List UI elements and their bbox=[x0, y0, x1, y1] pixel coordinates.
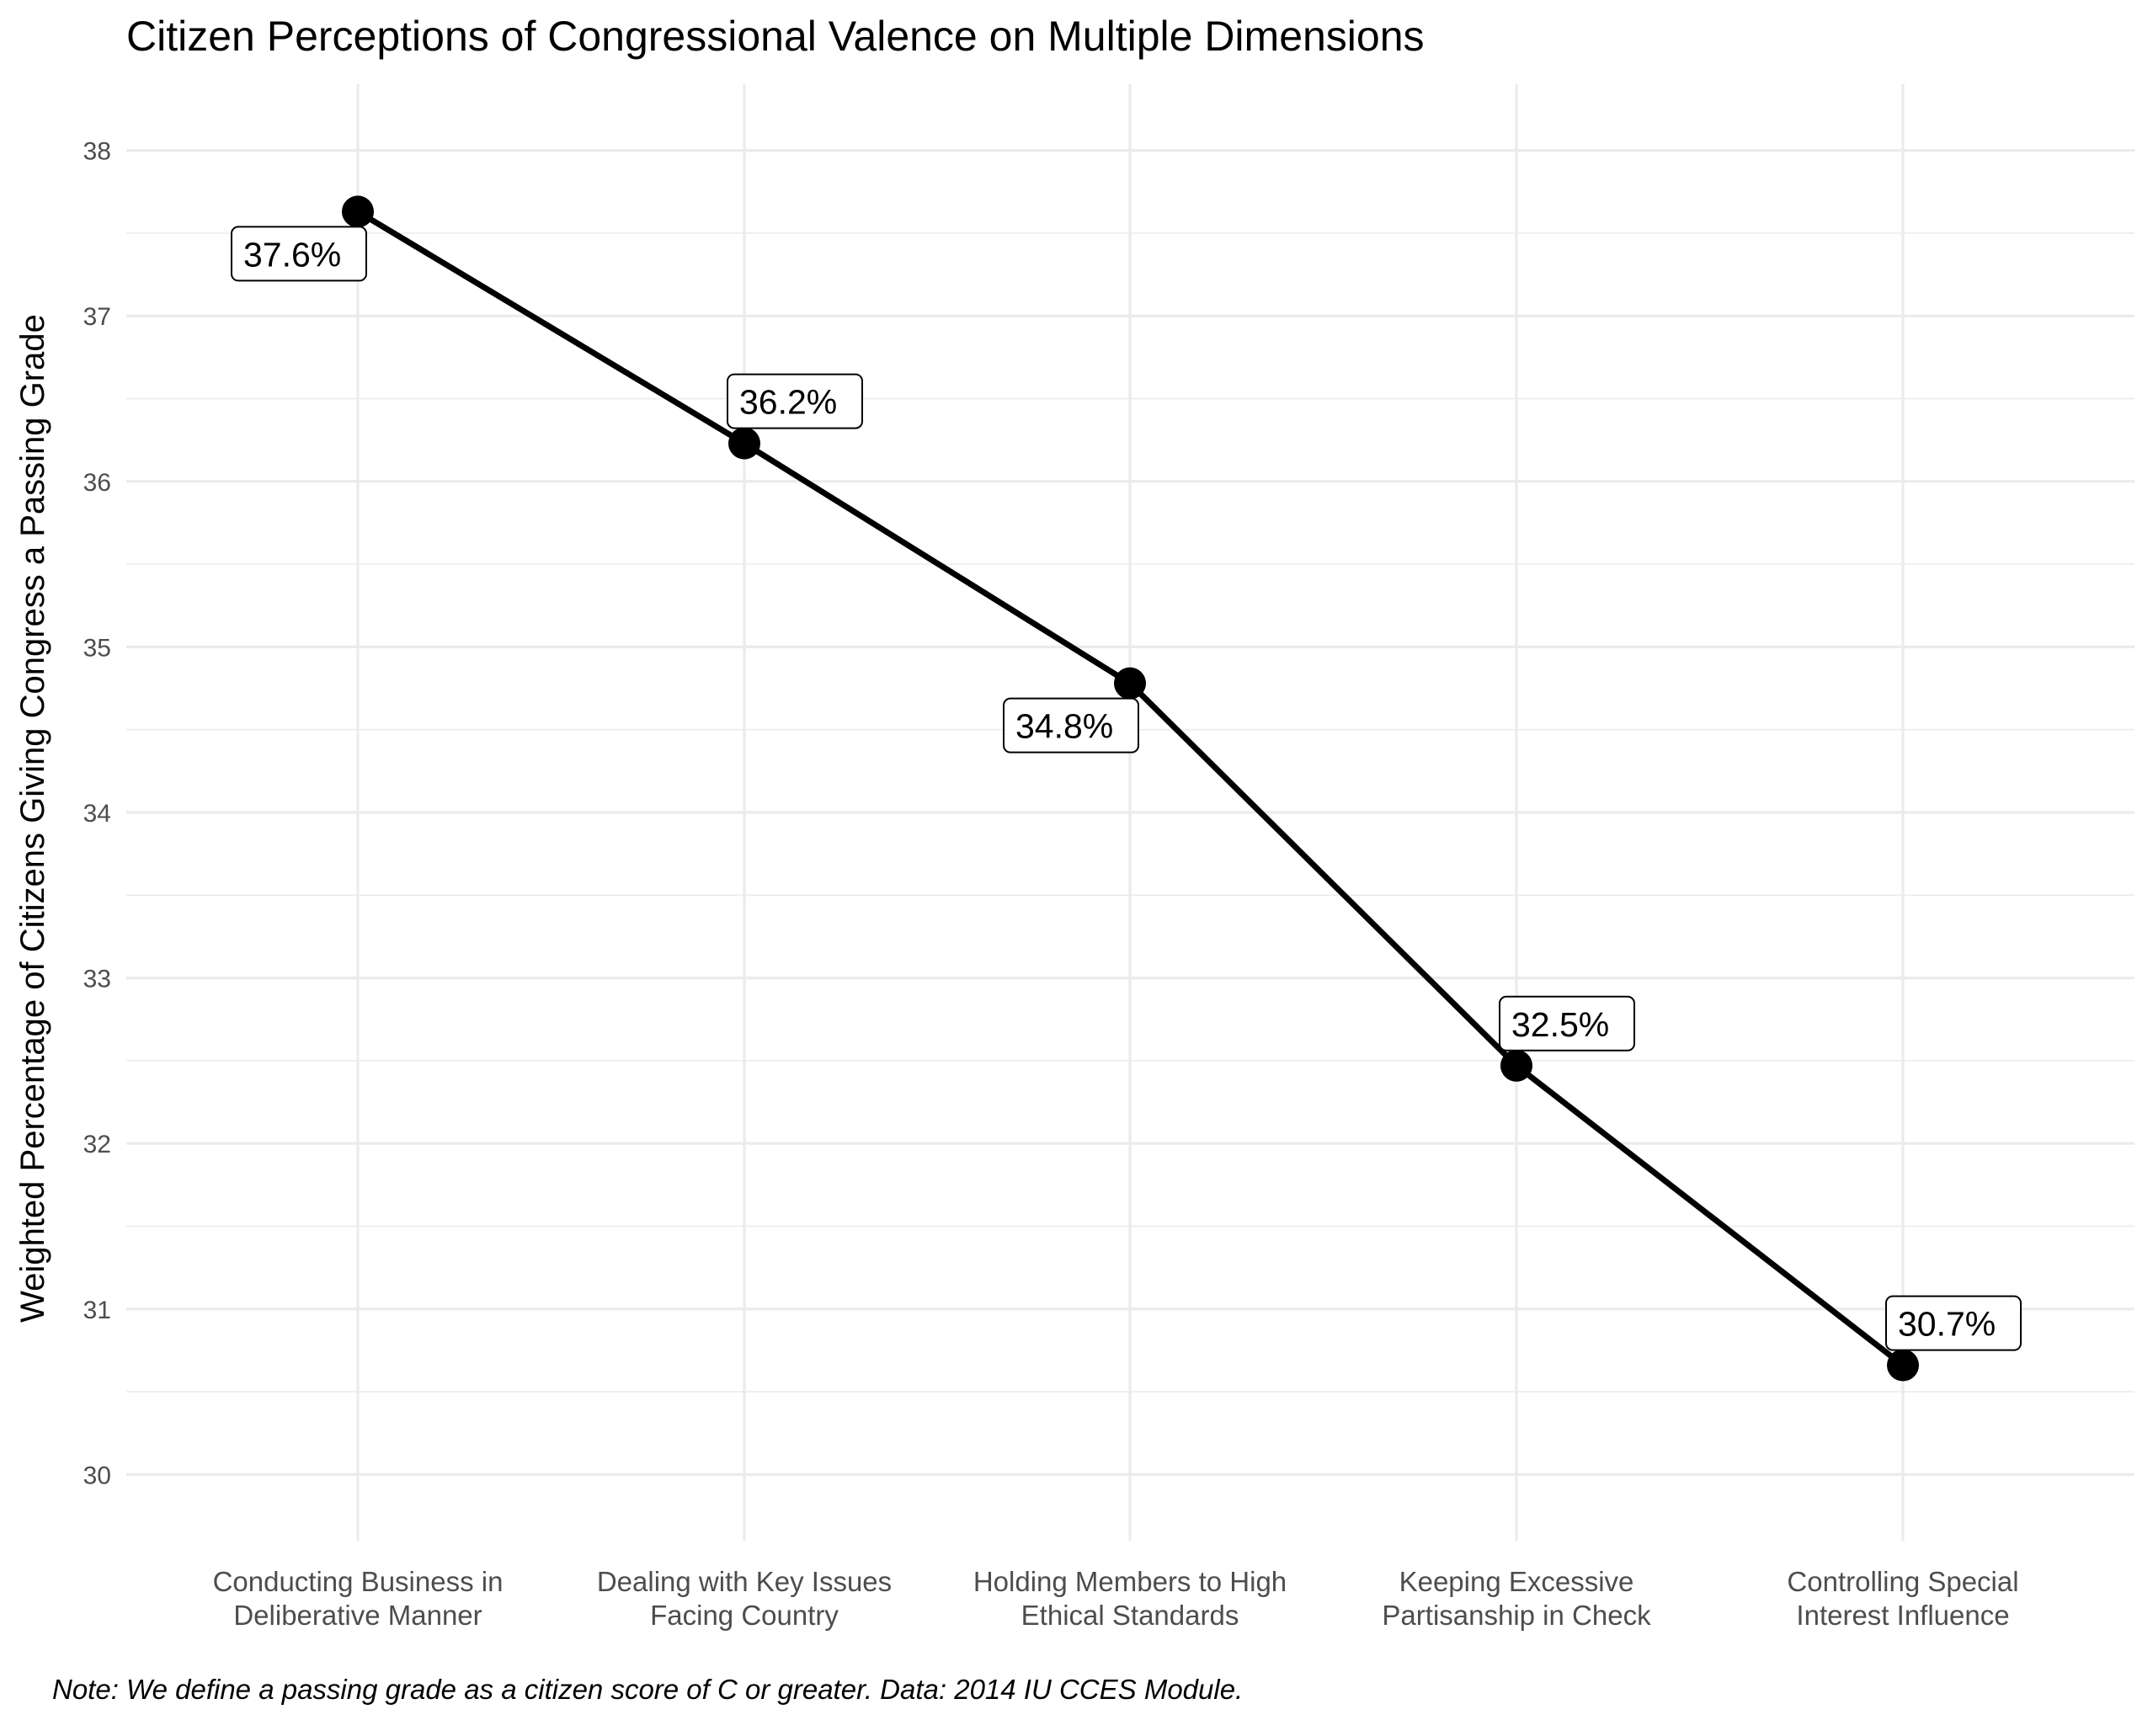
chart-note: Note: We define a passing grade as a cit… bbox=[52, 1674, 1243, 1705]
y-tick-label: 37 bbox=[83, 303, 111, 331]
series-line-group bbox=[342, 195, 1919, 1382]
data-label: 32.5% bbox=[1499, 995, 1635, 1052]
data-label-box bbox=[727, 373, 863, 429]
data-label: 37.6% bbox=[231, 226, 367, 282]
data-label-text: 37.6% bbox=[243, 235, 341, 274]
y-tick-label: 30 bbox=[83, 1462, 111, 1489]
data-label-box bbox=[231, 226, 367, 282]
y-tick-label: 35 bbox=[83, 634, 111, 662]
y-axis-ticks: 30 31 32 33 34 35 36 37 38 bbox=[83, 138, 111, 1490]
data-label-box bbox=[1003, 697, 1139, 754]
data-label-text: 34.8% bbox=[1015, 707, 1113, 746]
data-point bbox=[1887, 1349, 1919, 1382]
x-tick-label: Dealing with Key Issues Facing Country bbox=[597, 1566, 892, 1631]
data-point bbox=[1500, 1049, 1532, 1082]
x-axis-ticks: Conducting Business in Deliberative Manne… bbox=[213, 1566, 2019, 1631]
y-tick-label: 36 bbox=[83, 469, 111, 497]
x-tick-label: Controlling Special Interest Influence bbox=[1787, 1566, 2018, 1631]
data-label-text: 32.5% bbox=[1511, 1005, 1609, 1044]
x-tick-label: Holding Members to High Ethical Standards bbox=[973, 1566, 1287, 1631]
data-label-text: 36.2% bbox=[739, 383, 837, 422]
data-point bbox=[342, 195, 374, 228]
data-label-box bbox=[1885, 1295, 2022, 1351]
data-label: 34.8% bbox=[1003, 697, 1139, 754]
data-point bbox=[728, 427, 760, 460]
data-label: 36.2% bbox=[727, 373, 863, 429]
x-tick-label: Keeping Excessive Partisanship in Check bbox=[1382, 1566, 1651, 1631]
y-tick-label: 34 bbox=[83, 800, 111, 828]
data-labels: 37.6% 36.2% 34.8% 32.5% 30.7% bbox=[231, 226, 2022, 1351]
y-axis-label: Weighted Percentage of Citizens Giving C… bbox=[14, 314, 51, 1323]
gridlines bbox=[126, 84, 2134, 1541]
y-tick-label: 32 bbox=[83, 1131, 111, 1158]
data-label: 30.7% bbox=[1885, 1295, 2022, 1351]
chart-title: Citizen Perceptions of Congressional Val… bbox=[126, 13, 1425, 60]
data-point bbox=[1114, 667, 1146, 700]
y-tick-label: 33 bbox=[83, 966, 111, 993]
x-tick-label: Conducting Business in Deliberative Manne… bbox=[213, 1566, 504, 1631]
y-tick-label: 38 bbox=[83, 138, 111, 166]
data-label-text: 30.7% bbox=[1898, 1305, 1996, 1344]
y-tick-label: 31 bbox=[83, 1297, 111, 1324]
data-label-box bbox=[1499, 995, 1635, 1052]
